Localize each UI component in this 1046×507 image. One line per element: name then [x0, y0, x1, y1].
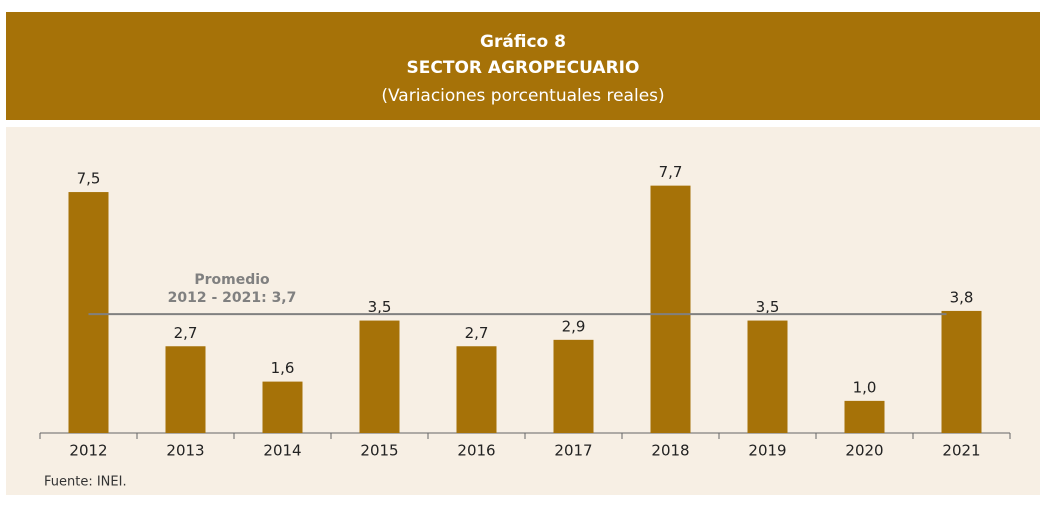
- x-tick-label: 2019: [748, 442, 786, 460]
- bar: [359, 320, 400, 433]
- data-label: 2,7: [174, 324, 198, 342]
- bar: [68, 192, 109, 433]
- data-label: 1,0: [853, 378, 877, 396]
- header-band: [6, 12, 1040, 120]
- data-label: 2,9: [562, 317, 586, 335]
- x-tick-label: 2018: [651, 442, 689, 460]
- source-note: Fuente: INEI.: [44, 475, 127, 490]
- plot-background: [6, 127, 1040, 495]
- chart-subtitle: SECTOR AGROPECUARIO: [407, 58, 640, 78]
- data-label: 7,7: [659, 163, 683, 181]
- x-tick-label: 2020: [845, 442, 883, 460]
- x-tick-label: 2013: [166, 442, 204, 460]
- chart-subtitle: (Variaciones porcentuales reales): [381, 86, 664, 106]
- data-label: 2,7: [465, 324, 489, 342]
- bar: [165, 346, 206, 433]
- bar: [747, 320, 788, 433]
- x-tick-label: 2012: [69, 442, 107, 460]
- bar: [553, 339, 594, 433]
- data-label: 3,5: [368, 298, 392, 316]
- average-label: Promedio: [194, 272, 270, 288]
- bar: [456, 346, 497, 433]
- data-label: 3,8: [950, 288, 974, 306]
- x-tick-label: 2021: [942, 442, 980, 460]
- average-label: 2012 - 2021: 3,7: [168, 290, 297, 306]
- bar: [844, 400, 885, 433]
- data-label: 7,5: [77, 170, 101, 188]
- x-tick-label: 2015: [360, 442, 398, 460]
- bar: [650, 185, 691, 433]
- bar: [262, 381, 303, 433]
- x-tick-label: 2016: [457, 442, 495, 460]
- data-label: 1,6: [271, 359, 295, 377]
- bar: [941, 310, 982, 433]
- x-tick-label: 2017: [554, 442, 592, 460]
- data-label: 3,5: [756, 298, 780, 316]
- x-tick-label: 2014: [263, 442, 301, 460]
- chart-title: Gráfico 8: [480, 32, 566, 52]
